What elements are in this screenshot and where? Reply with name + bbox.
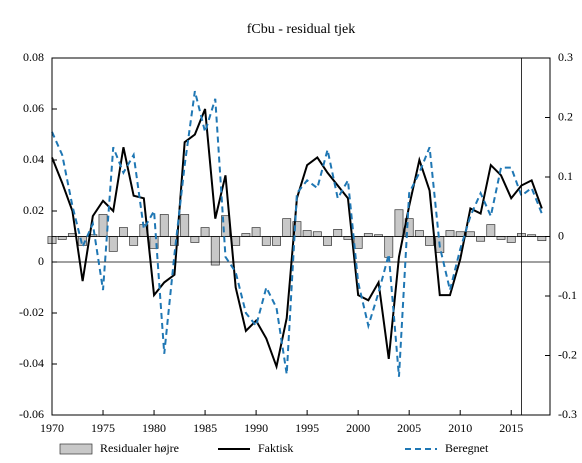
- line: [51, 90, 543, 377]
- bar: [108, 236, 118, 252]
- x-tick-label: 1975: [91, 421, 115, 435]
- bar: [200, 227, 210, 237]
- legend-label: Residualer højre: [100, 441, 179, 455]
- legend-label: Beregnet: [445, 441, 489, 455]
- y-tick-label: 0: [38, 254, 44, 268]
- bar: [363, 233, 373, 237]
- bar: [119, 227, 128, 237]
- bar: [486, 224, 496, 237]
- bar: [384, 236, 394, 258]
- y2-tick-label: 0.1: [558, 169, 573, 183]
- bar: [506, 236, 516, 243]
- chart-title: fCbu - residual tjek: [247, 22, 355, 37]
- bar: [282, 218, 292, 237]
- y2-tick-label: -0.1: [558, 288, 577, 302]
- y2-tick-label: -0.2: [558, 347, 577, 361]
- y-tick-label: -0.02: [19, 305, 44, 319]
- legend-swatch: [59, 443, 93, 455]
- y2-tick-label: 0: [558, 228, 564, 242]
- x-tick-label: 2000: [346, 421, 370, 435]
- bar: [465, 231, 475, 237]
- x-tick-label: 2005: [397, 421, 421, 435]
- bar: [312, 231, 322, 237]
- y2-tick-label: 0.2: [558, 109, 573, 123]
- x-tick-label: 1990: [244, 421, 268, 435]
- line: [51, 108, 543, 371]
- y-tick-label: 0.06: [23, 101, 44, 115]
- bar: [251, 227, 261, 237]
- bar: [180, 214, 190, 237]
- legend-label: Faktisk: [258, 441, 293, 455]
- y-tick-label: 0.08: [23, 50, 44, 64]
- bar: [57, 236, 67, 240]
- bar: [129, 236, 139, 246]
- y-tick-label: 0.04: [23, 152, 44, 166]
- bar: [261, 236, 271, 246]
- bar: [455, 231, 465, 237]
- x-tick-label: 1985: [193, 421, 217, 435]
- y2-tick-label: -0.3: [558, 407, 577, 421]
- y2-tick-label: 0.3: [558, 50, 573, 64]
- y-tick-label: -0.06: [19, 407, 44, 421]
- bar: [537, 236, 547, 242]
- bar: [98, 214, 108, 237]
- bar: [323, 236, 332, 246]
- bar: [302, 230, 312, 237]
- bar: [476, 236, 486, 242]
- bar: [241, 233, 251, 237]
- bar: [272, 236, 281, 246]
- x-tick-label: 2015: [499, 421, 523, 435]
- bar: [343, 236, 353, 240]
- x-tick-label: 1980: [142, 421, 166, 435]
- bar: [333, 229, 343, 237]
- bar: [190, 236, 200, 243]
- x-tick-label: 2010: [448, 421, 472, 435]
- bar: [159, 214, 169, 237]
- x-tick-label: 1970: [40, 421, 64, 435]
- x-tick-label: 1995: [295, 421, 319, 435]
- y-tick-label: -0.04: [19, 356, 44, 370]
- bar: [445, 230, 455, 237]
- bar: [496, 236, 506, 240]
- bar: [414, 230, 424, 237]
- bar: [231, 236, 241, 246]
- bar: [210, 236, 220, 266]
- bar: [425, 236, 435, 246]
- bar: [394, 209, 404, 237]
- y-tick-label: 0.02: [23, 203, 44, 217]
